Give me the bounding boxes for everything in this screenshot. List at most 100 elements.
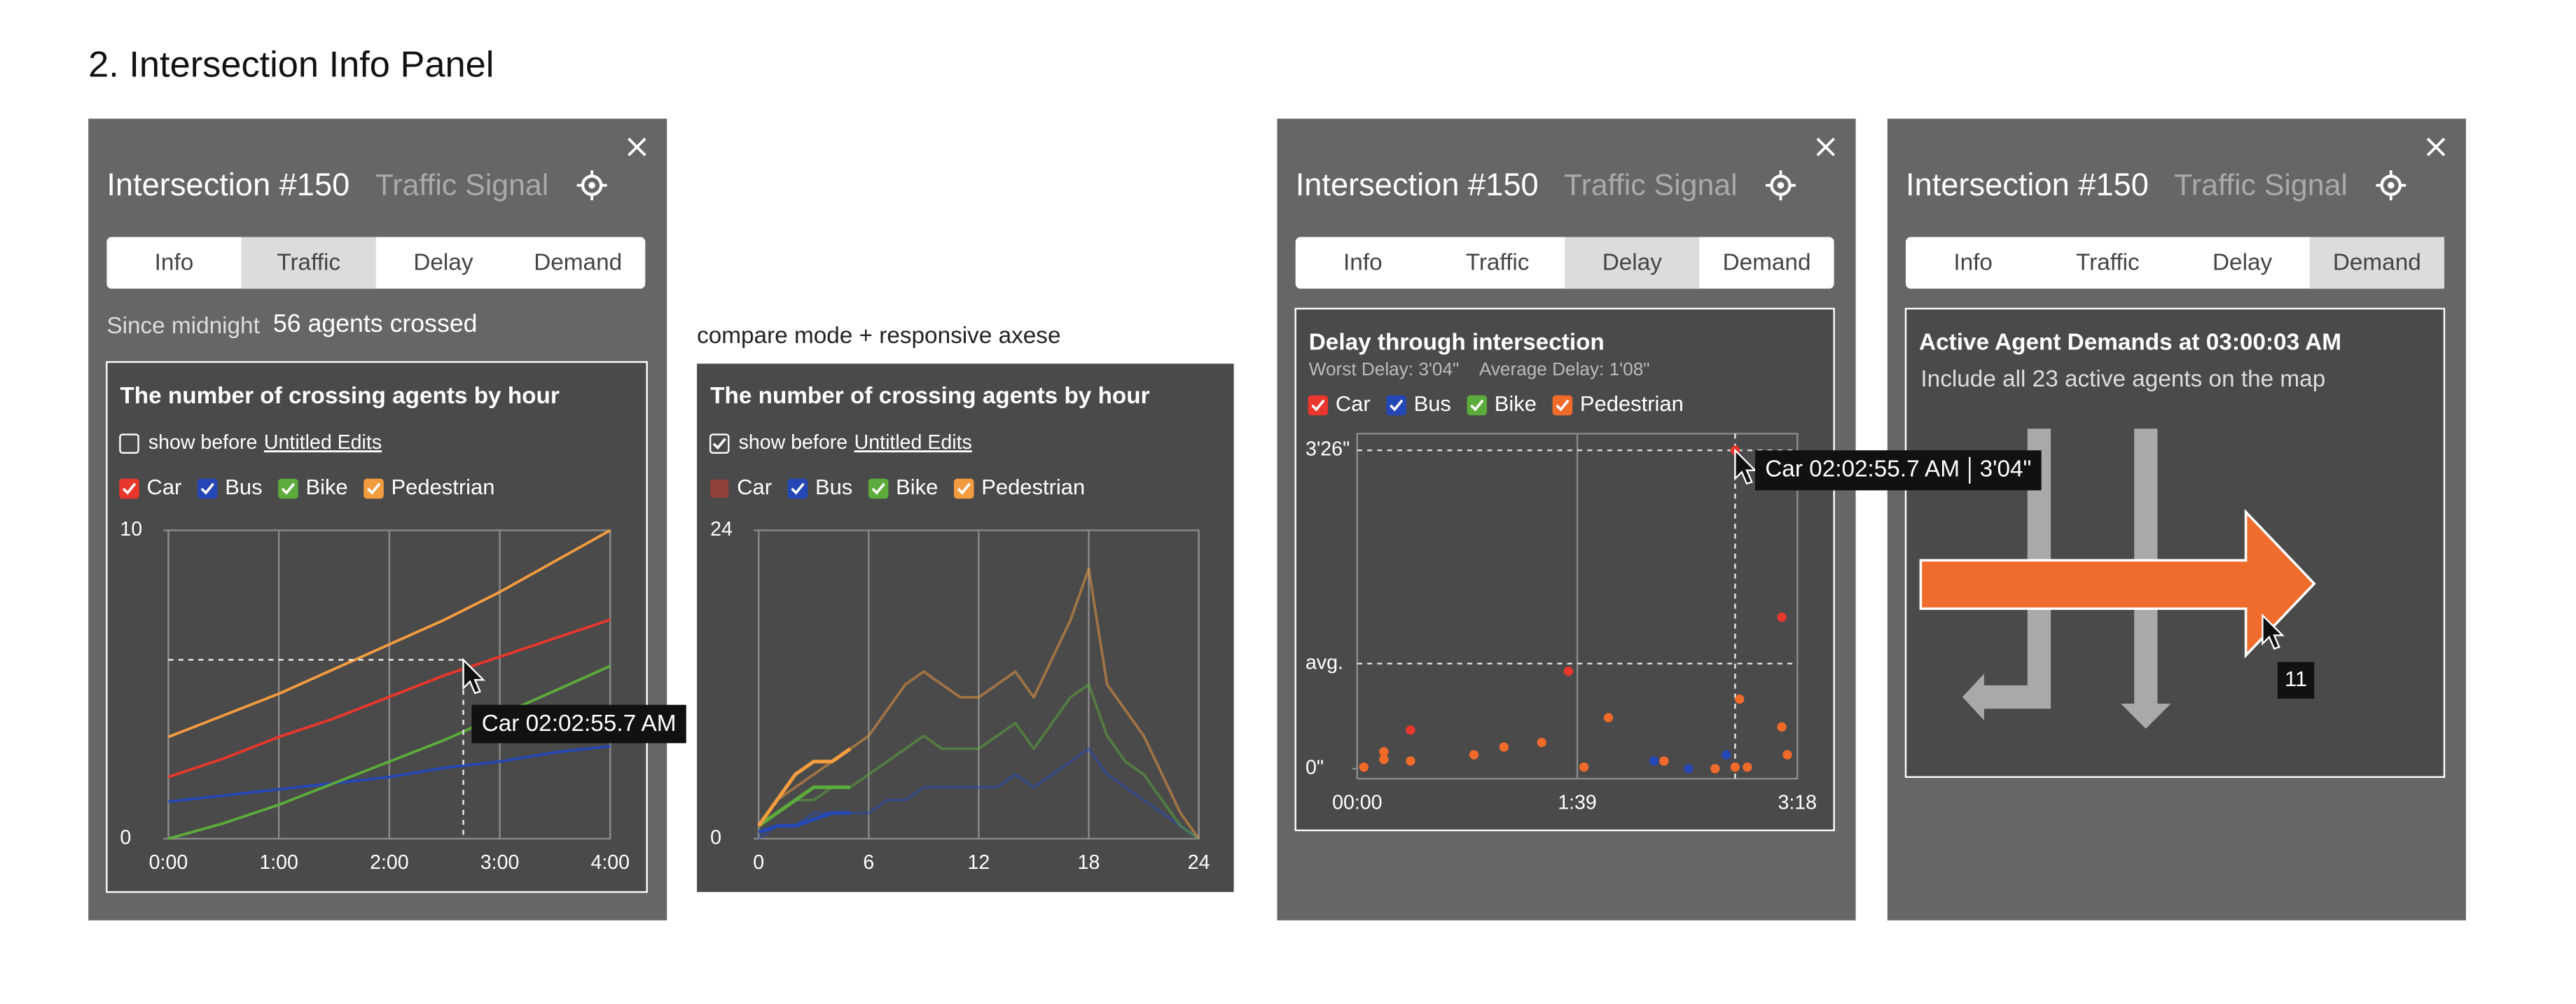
point[interactable]	[1359, 762, 1369, 772]
before-line	[757, 785, 851, 828]
point[interactable]	[1684, 764, 1694, 774]
tab[interactable]: Demand	[2333, 249, 2421, 275]
checkbox-label: show before	[739, 431, 848, 454]
checkbox[interactable]	[953, 478, 974, 499]
point[interactable]	[1379, 746, 1389, 757]
link[interactable]: Untitled Edits	[854, 431, 972, 454]
checkbox[interactable]	[197, 478, 218, 499]
tab[interactable]: Traffic	[1466, 249, 1530, 275]
checkbox[interactable]	[710, 479, 729, 498]
close-button[interactable]	[2426, 137, 2446, 157]
point[interactable]	[1563, 667, 1574, 676]
point[interactable]	[1782, 750, 1792, 760]
y-tick-label: 24	[710, 518, 733, 541]
tooltip-value: 3'04"	[1980, 456, 2032, 482]
checkmark	[1311, 399, 1325, 412]
legend-label: Bus	[815, 475, 852, 499]
checkmark	[871, 482, 885, 495]
panel-subtitle: Traffic Signal	[2174, 168, 2348, 202]
locate-icon-ticks	[576, 170, 607, 201]
x-tick-label: 1:39	[1558, 791, 1597, 814]
legend-label: Car	[146, 475, 181, 499]
panel-subtitle: Traffic Signal	[375, 168, 549, 202]
legend-label: Pedestrian	[392, 475, 495, 499]
chart-title: The number of crossing agents by hour	[710, 383, 1149, 409]
y-tick-label: 0	[120, 826, 131, 849]
point[interactable]	[1735, 694, 1745, 704]
y-tick-label: 10	[120, 518, 142, 541]
checkbox[interactable]	[1552, 395, 1573, 416]
point[interactable]	[1579, 762, 1589, 772]
chart-title: Delay through intersection	[1309, 330, 1605, 356]
checkbox[interactable]	[1386, 395, 1406, 416]
active-tab	[241, 237, 376, 289]
mouse-cursor	[462, 657, 485, 695]
x-tick-label: 0	[753, 851, 764, 874]
point[interactable]	[1499, 742, 1509, 752]
panel-title: Intersection #150	[1296, 167, 1539, 202]
x-tick-label: 24	[1188, 851, 1210, 874]
y-tick-label: 0	[710, 826, 721, 849]
checkbox[interactable]	[119, 433, 139, 454]
point[interactable]	[1469, 750, 1479, 760]
link[interactable]: Untitled Edits	[264, 431, 382, 454]
left-turn-arrow	[1962, 428, 2051, 720]
locate-icon-ticks	[1766, 170, 1796, 201]
legend-label: Bike	[1495, 391, 1537, 416]
point[interactable]	[1659, 756, 1669, 766]
point[interactable]	[1743, 762, 1752, 772]
checkbox[interactable]	[709, 433, 730, 454]
point[interactable]	[1777, 612, 1787, 622]
y-tick-label: avg.	[1306, 651, 1343, 674]
point[interactable]	[1603, 713, 1614, 723]
panel-title: Intersection #150	[1906, 167, 2149, 202]
checkbox[interactable]	[868, 478, 889, 499]
checkbox[interactable]	[1308, 395, 1329, 416]
checkmark	[957, 482, 971, 495]
tab[interactable]: Info	[1953, 249, 1993, 275]
tab[interactable]: Traffic	[277, 249, 340, 275]
series-line	[167, 664, 611, 840]
point[interactable]	[1406, 725, 1415, 735]
tab[interactable]: Demand	[534, 249, 622, 275]
point[interactable]	[1649, 756, 1659, 766]
panel-title: Intersection #150	[106, 167, 349, 202]
series-line	[168, 744, 611, 803]
series-line	[167, 618, 611, 779]
point[interactable]	[1730, 762, 1740, 772]
point[interactable]	[1379, 754, 1389, 765]
checkbox[interactable]	[363, 478, 384, 499]
checkbox[interactable]	[119, 478, 139, 499]
legend-label: Bus	[1414, 391, 1451, 416]
checkbox[interactable]	[1467, 395, 1488, 416]
checkmark	[712, 438, 726, 450]
checkmark	[1556, 399, 1570, 412]
demand-arrow[interactable]	[1919, 508, 2316, 659]
checkmark	[1470, 399, 1484, 412]
locate-icon-ticks	[2376, 170, 2407, 201]
tab[interactable]: Demand	[1723, 249, 1811, 275]
mouse-cursor	[2262, 613, 2285, 650]
tab[interactable]: Traffic	[2076, 249, 2140, 275]
tab[interactable]: Delay	[1602, 249, 1663, 275]
tooltip-label: Car 02:02:55.7 AM	[482, 711, 677, 737]
checkbox[interactable]	[787, 478, 808, 499]
checkbox[interactable]	[278, 478, 298, 499]
point[interactable]	[1777, 722, 1787, 732]
before-line	[757, 747, 852, 828]
point[interactable]	[1406, 756, 1415, 766]
tab[interactable]: Delay	[2213, 249, 2273, 275]
point[interactable]	[1537, 737, 1546, 748]
tab[interactable]: Delay	[413, 249, 473, 275]
tab[interactable]: Info	[155, 249, 194, 275]
close-button[interactable]	[1816, 137, 1835, 157]
summary-label: Since midnight	[106, 313, 260, 339]
point[interactable]	[1710, 764, 1720, 774]
close-button[interactable]	[628, 137, 646, 157]
legend-label: Car	[737, 475, 772, 499]
checkmark	[366, 482, 381, 495]
point[interactable]	[1722, 750, 1731, 760]
tab[interactable]: Info	[1343, 249, 1383, 275]
